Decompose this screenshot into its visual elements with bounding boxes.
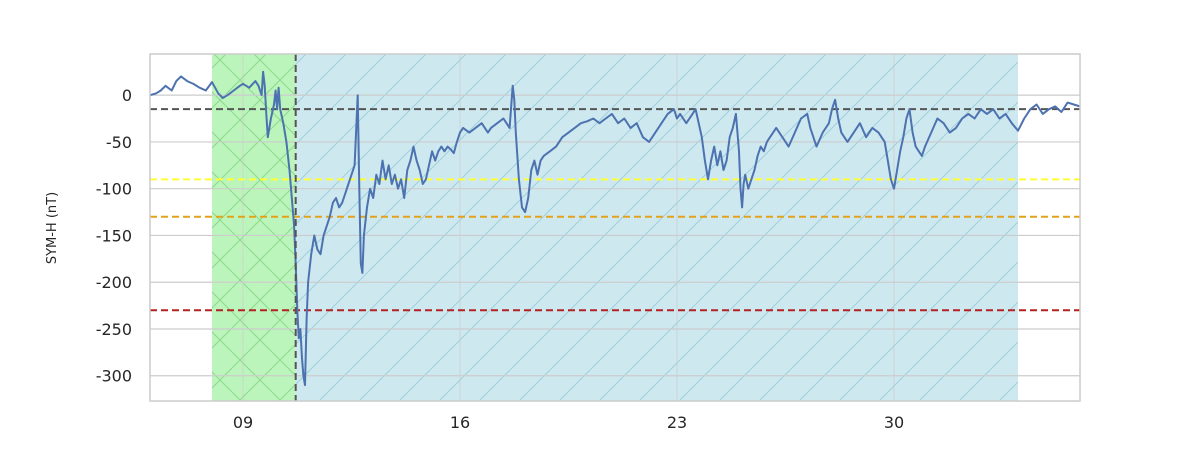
y-axis-ticks: 0 -50 -100 -150 -200 -250 -300 xyxy=(96,86,132,386)
y-tick-label: -50 xyxy=(106,133,132,152)
shaded-region-hatch-1 xyxy=(295,54,1018,401)
x-tick-label: 09 xyxy=(233,413,253,432)
x-axis-ticks: 09 16 23 30 xyxy=(233,413,904,432)
plot-frame xyxy=(149,53,1081,402)
y-tick-label: -100 xyxy=(96,180,132,199)
gridlines xyxy=(150,54,1080,401)
y-tick-label: -150 xyxy=(96,226,132,245)
y-tick-label: 0 xyxy=(122,86,132,105)
x-tick-label: 16 xyxy=(450,413,470,432)
x-tick-label: 23 xyxy=(667,413,687,432)
threshold-lines xyxy=(150,108,1080,312)
y-tick-label: -200 xyxy=(96,273,132,292)
x-tick-label: 30 xyxy=(884,413,904,432)
y-tick-label: -300 xyxy=(96,367,132,386)
shaded-regions xyxy=(212,54,1018,401)
shaded-region-hatch-0 xyxy=(212,54,296,401)
y-tick-label: -250 xyxy=(96,320,132,339)
y-axis-label: SYM-H (nT) xyxy=(45,192,60,264)
